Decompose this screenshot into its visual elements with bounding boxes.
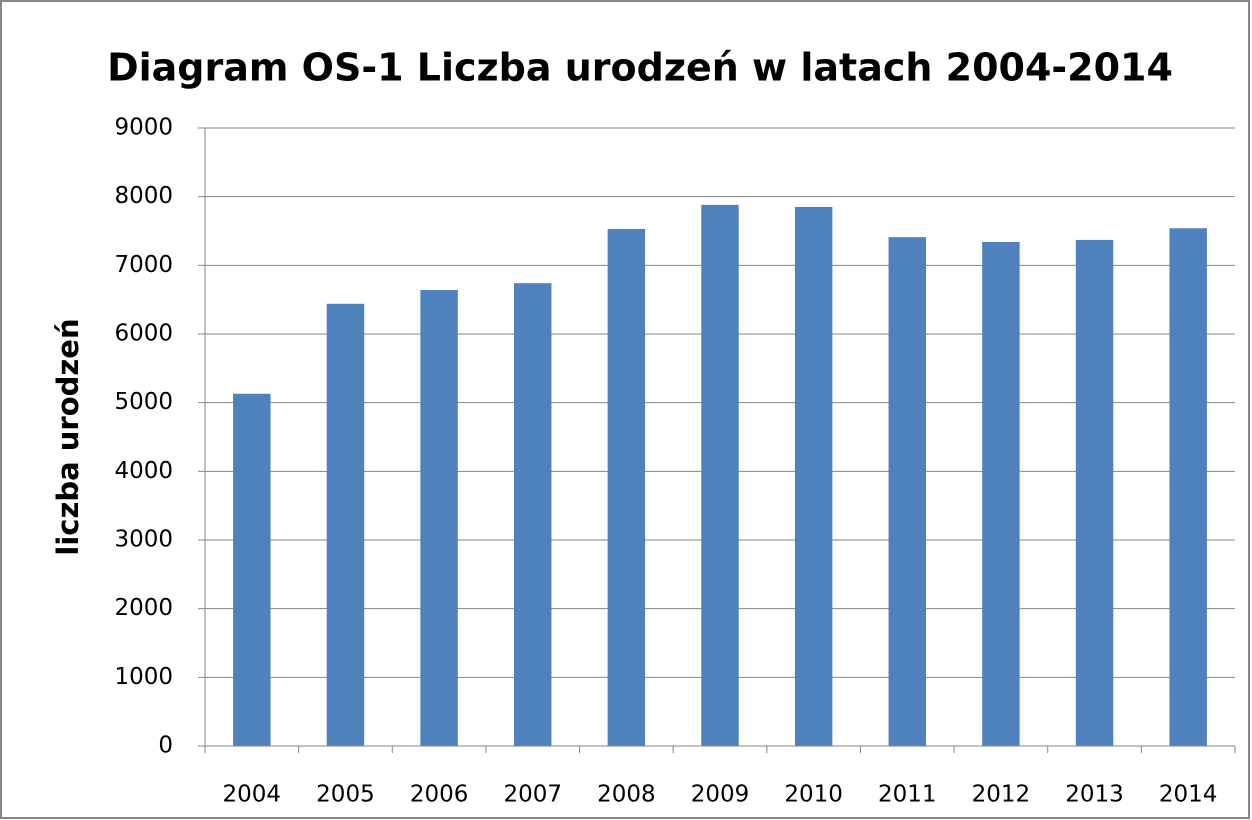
bar — [1169, 228, 1207, 747]
y-tick-label: 0 — [158, 733, 173, 759]
x-tick-label: 2004 — [223, 782, 282, 808]
x-tick-label: 2013 — [1065, 782, 1124, 808]
x-tick-label: 2007 — [503, 782, 562, 808]
x-tick-label: 2006 — [410, 782, 469, 808]
x-tick-label: 2014 — [1159, 782, 1218, 808]
bar — [888, 237, 926, 746]
bar — [1075, 239, 1114, 746]
y-tick-label: 4000 — [114, 458, 173, 484]
x-tick-label: 2012 — [972, 782, 1031, 808]
chart-title: Diagram OS-1 Liczba urodzeń w latach 200… — [107, 46, 1173, 90]
y-tick-label: 8000 — [114, 183, 173, 209]
y-tick-label: 3000 — [114, 527, 173, 553]
y-tick-label: 1000 — [114, 664, 173, 690]
x-tick-label: 2005 — [316, 782, 375, 808]
y-tick-label: 6000 — [114, 321, 173, 347]
x-tick-label: 2011 — [878, 782, 937, 808]
y-tick-label: 2000 — [114, 595, 173, 621]
bar — [326, 303, 365, 746]
bar — [701, 204, 739, 746]
x-tick-label: 2009 — [691, 782, 750, 808]
y-tick-label: 5000 — [114, 389, 173, 415]
x-tick-label: 2008 — [597, 782, 656, 808]
y-tick-label: 9000 — [114, 115, 173, 141]
bar — [514, 283, 552, 746]
y-tick-label: 7000 — [114, 252, 173, 278]
x-tick-label: 2010 — [784, 782, 843, 808]
bar — [607, 228, 646, 746]
bar — [794, 206, 833, 746]
bar — [982, 241, 1020, 746]
bar — [420, 290, 458, 746]
y-axis-label: liczba urodzeń — [51, 318, 85, 555]
bar — [233, 393, 271, 746]
